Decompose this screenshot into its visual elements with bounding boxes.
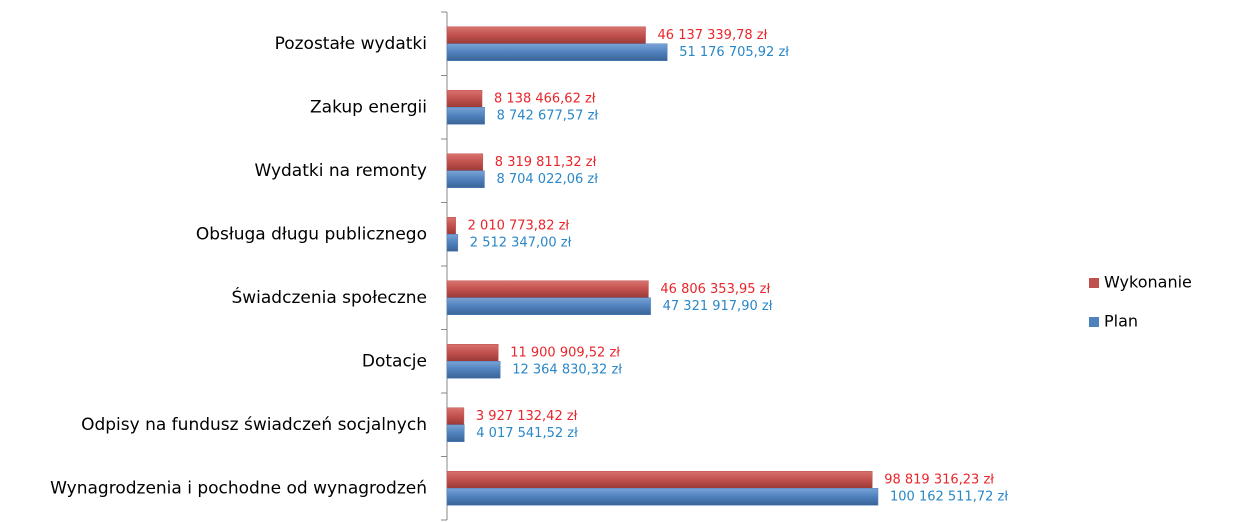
value-label: 4 017 541,52 zł xyxy=(476,426,578,441)
value-label: 100 162 511,72 zł xyxy=(890,489,1008,504)
bar xyxy=(446,90,483,108)
category-label: Pozostałe wydatki xyxy=(275,34,427,54)
bar xyxy=(446,107,485,125)
bar xyxy=(446,424,465,442)
bar xyxy=(446,153,484,171)
value-label: 46 137 339,78 zł xyxy=(658,28,768,43)
bar xyxy=(446,488,879,506)
category-label: Dotacje xyxy=(362,351,427,371)
value-label: 3 927 132,42 zł xyxy=(476,409,578,424)
legend-label: Plan xyxy=(1104,312,1138,331)
value-label: 98 819 316,23 zł xyxy=(884,472,994,487)
bar xyxy=(446,297,651,315)
bar xyxy=(446,217,456,235)
bar xyxy=(446,43,668,61)
value-label: 8 704 022,06 zł xyxy=(496,172,598,187)
category-label: Wydatki na remonty xyxy=(254,161,427,181)
value-label: 8 742 677,57 zł xyxy=(497,108,599,123)
bar xyxy=(446,361,501,379)
value-label: 2 512 347,00 zł xyxy=(470,235,572,250)
value-label: 11 900 909,52 zł xyxy=(510,345,620,360)
value-label: 8 319 811,32 zł xyxy=(495,155,597,170)
category-label: Obsługa długu publicznego xyxy=(196,224,427,244)
category-label: Zakup energii xyxy=(310,97,427,117)
legend-swatch xyxy=(1089,278,1099,288)
value-label: 12 364 830,32 zł xyxy=(512,362,622,377)
bar xyxy=(446,280,649,298)
bar xyxy=(446,344,499,362)
value-label: 47 321 917,90 zł xyxy=(663,299,773,314)
bar xyxy=(446,407,465,425)
bar xyxy=(446,170,485,188)
category-label: Świadczenia społeczne xyxy=(231,286,427,308)
value-label: 51 176 705,92 zł xyxy=(679,45,789,60)
value-label: 2 010 773,82 zł xyxy=(468,218,570,233)
legend-swatch xyxy=(1089,317,1099,327)
value-label: 46 806 353,95 zł xyxy=(660,282,770,297)
bar xyxy=(446,26,646,44)
category-label: Wynagrodzenia i pochodne od wynagrodzeń xyxy=(50,478,427,498)
legend-label: Wykonanie xyxy=(1104,273,1192,292)
category-label: Odpisy na fundusz świadczeń socjalnych xyxy=(81,415,427,435)
bar xyxy=(446,234,459,252)
value-label: 8 138 466,62 zł xyxy=(494,91,596,106)
bar xyxy=(446,471,873,489)
